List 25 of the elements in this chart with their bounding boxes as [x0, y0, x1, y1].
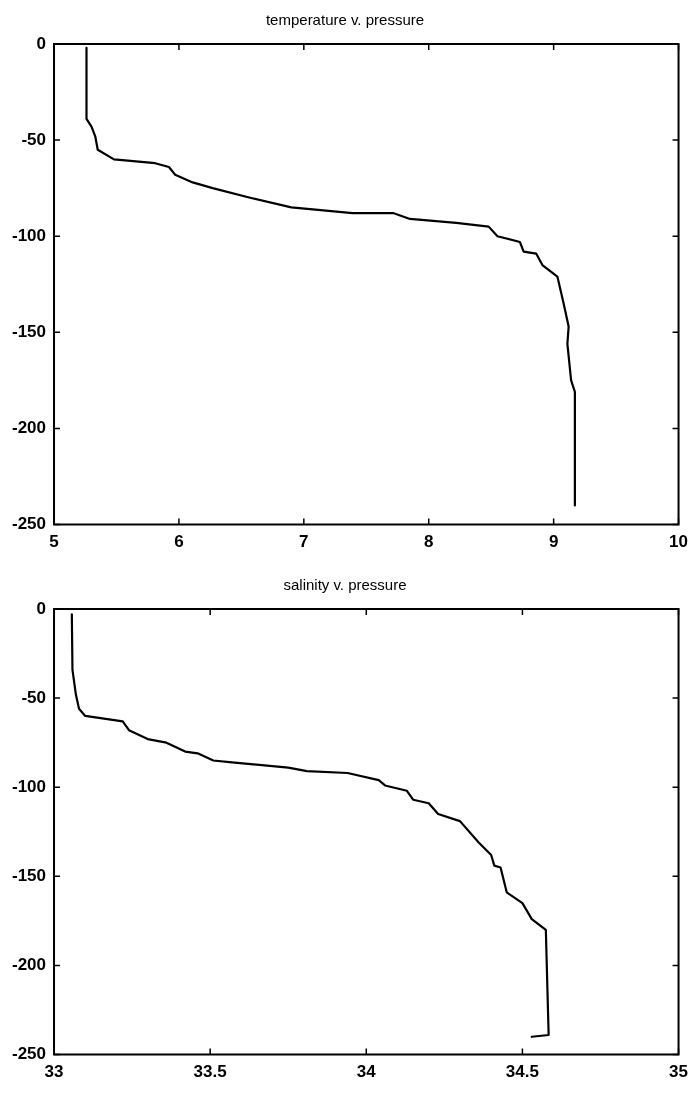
x-tick-label: 9	[548, 532, 559, 552]
y-tick-label: 0	[36, 33, 47, 53]
y-tick-label: -200	[11, 418, 47, 438]
x-tick-label: 34.5	[505, 1062, 539, 1082]
y-tick-label: -250	[11, 1044, 47, 1064]
x-tick-label: 35	[669, 1062, 689, 1082]
y-tick-label: -100	[11, 776, 47, 796]
x-tick-label: 33.5	[193, 1062, 227, 1082]
x-tick-label: 34	[356, 1062, 377, 1082]
y-tick-label: -200	[11, 955, 47, 975]
x-tick-label: 7	[299, 532, 309, 552]
chart-title: salinity v. pressure	[283, 576, 407, 594]
x-tick-label: 10	[669, 532, 689, 552]
x-tick-label: 8	[424, 532, 434, 552]
x-tick-label: 5	[49, 532, 59, 552]
y-tick-label: -150	[11, 866, 47, 886]
y-tick-label: -50	[21, 129, 47, 149]
x-tick-label: 6	[174, 532, 184, 552]
chart-title: temperature v. pressure	[265, 11, 425, 29]
y-tick-label: 0	[36, 598, 47, 618]
y-tick-label: -150	[11, 322, 47, 342]
x-tick-label: 33	[44, 1062, 64, 1082]
y-tick-label: -250	[11, 514, 47, 534]
y-tick-label: -50	[21, 687, 47, 707]
y-tick-label: -100	[11, 225, 47, 245]
